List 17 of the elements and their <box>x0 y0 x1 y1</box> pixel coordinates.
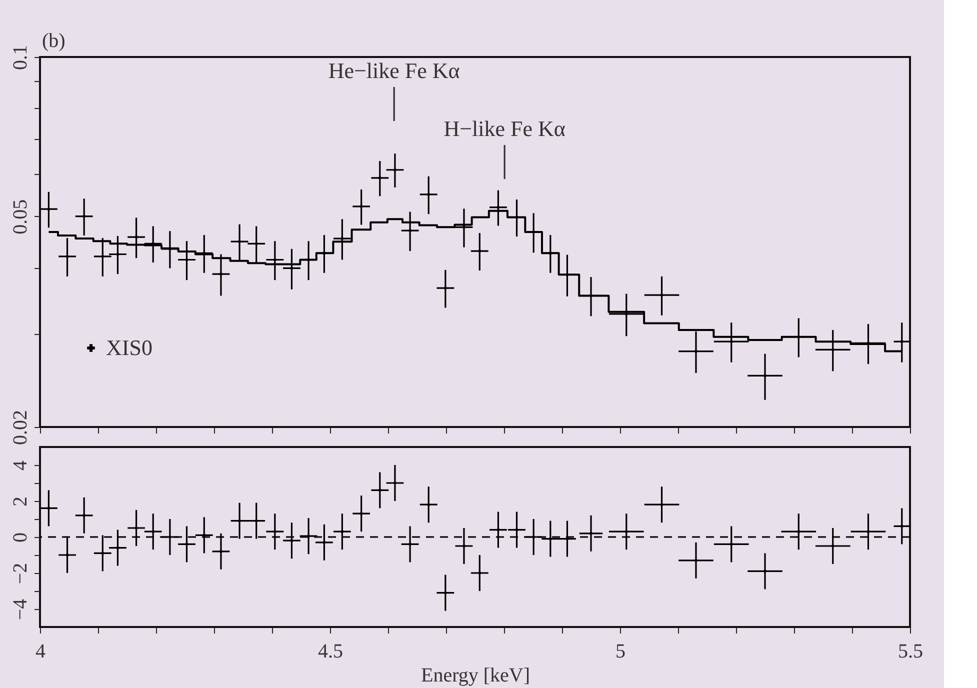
legend-label: XIS0 <box>106 335 152 360</box>
y-tick-label: 4 <box>10 460 32 470</box>
y-tick-label: 0.1 <box>10 45 32 70</box>
y-tick-label: 0.02 <box>10 410 32 445</box>
x-tick-label: 4 <box>36 640 46 662</box>
x-axis-title: Energy [keV] <box>420 664 530 686</box>
y-tick-label: −2 <box>10 562 32 584</box>
annotation: H−like Fe Kα <box>444 116 566 141</box>
y-tick-label: 2 <box>10 496 32 506</box>
text: (b) <box>42 30 66 52</box>
annotation: He−like Fe Kα <box>328 58 460 83</box>
y-tick-label: 0 <box>10 532 32 542</box>
y-tick-label: 0.05 <box>10 199 32 234</box>
x-tick-label: 5 <box>616 640 626 662</box>
y-tick-label: −4 <box>10 598 32 620</box>
x-tick-label: 4.5 <box>318 640 343 662</box>
x-tick-label: 5.5 <box>898 640 923 662</box>
